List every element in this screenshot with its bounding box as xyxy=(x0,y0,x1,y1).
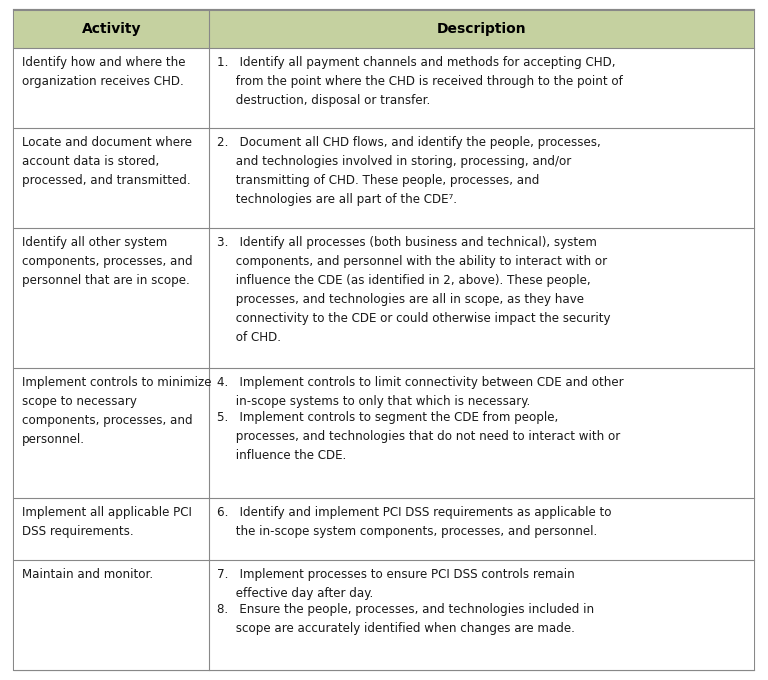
Text: 2.   Document all CHD flows, and identify the people, processes,
     and techno: 2. Document all CHD flows, and identify … xyxy=(217,136,601,206)
Text: Implement all applicable PCI
DSS requirements.: Implement all applicable PCI DSS require… xyxy=(22,506,192,538)
Text: Description: Description xyxy=(437,22,526,36)
Bar xyxy=(14,228,754,368)
Text: Identify all other system
components, processes, and
personnel that are in scope: Identify all other system components, pr… xyxy=(22,236,193,287)
Text: Implement controls to minimize
scope to necessary
components, processes, and
per: Implement controls to minimize scope to … xyxy=(22,376,211,446)
Bar xyxy=(14,128,754,228)
Bar xyxy=(14,560,754,670)
Text: Identify how and where the
organization receives CHD.: Identify how and where the organization … xyxy=(22,56,186,88)
Text: 6.   Identify and implement PCI DSS requirements as applicable to
     the in-sc: 6. Identify and implement PCI DSS requir… xyxy=(217,506,611,538)
Bar xyxy=(14,368,754,498)
Bar xyxy=(14,48,754,128)
Text: 7.   Implement processes to ensure PCI DSS controls remain
     effective day af: 7. Implement processes to ensure PCI DSS… xyxy=(217,568,574,600)
Text: 5.   Implement controls to segment the CDE from people,
     processes, and tech: 5. Implement controls to segment the CDE… xyxy=(217,411,621,462)
Bar xyxy=(14,10,754,48)
Text: 8.   Ensure the people, processes, and technologies included in
     scope are a: 8. Ensure the people, processes, and tec… xyxy=(217,603,594,635)
Text: Maintain and monitor.: Maintain and monitor. xyxy=(22,568,153,581)
Text: 3.   Identify all processes (both business and technical), system
     component: 3. Identify all processes (both business… xyxy=(217,236,611,344)
Bar xyxy=(14,498,754,560)
Text: Activity: Activity xyxy=(81,22,141,36)
Text: 1.   Identify all payment channels and methods for accepting CHD,
     from the : 1. Identify all payment channels and met… xyxy=(217,56,623,107)
Text: Locate and document where
account data is stored,
processed, and transmitted.: Locate and document where account data i… xyxy=(22,136,192,187)
Text: 4.   Implement controls to limit connectivity between CDE and other
     in-scop: 4. Implement controls to limit connectiv… xyxy=(217,376,624,408)
